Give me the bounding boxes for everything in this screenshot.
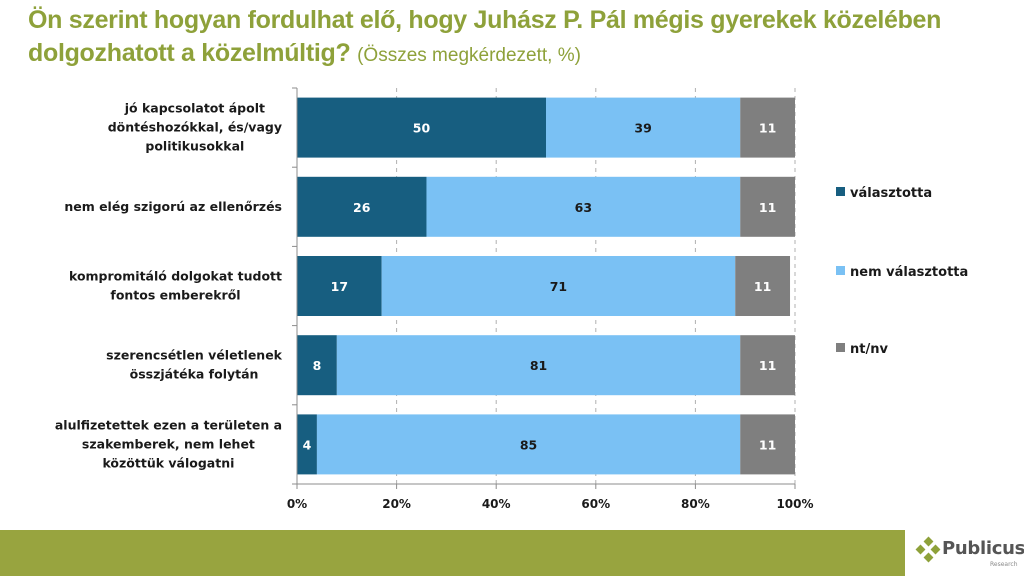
- stacked-bar-chart: 50 39 11 26 63 11 17 71 11 8 81 11 4 85 11 jó kapcsola…: [55, 87, 968, 511]
- category-label: szerencsétlen véletlenek összjátéka folyt…: [106, 348, 283, 382]
- x-tick-label: 80%: [681, 497, 710, 511]
- category-label: kompromitáló dolgokat tudott fontos ember…: [69, 269, 282, 303]
- category-label-line: szakemberek, nem lehet: [82, 436, 255, 451]
- legend-swatch: [836, 343, 845, 352]
- category-label-line: döntéshozókkal, és/vagy: [108, 120, 282, 135]
- legend: választotta nem választotta nt/nv: [836, 186, 968, 357]
- category-labels: jó kapcsolatot ápolt döntéshozókkal, és/v…: [55, 101, 283, 471]
- data-label: 71: [550, 279, 567, 294]
- data-label: 50: [413, 121, 431, 136]
- category-label-line: nem elég szigorú az ellenőrzés: [64, 199, 282, 214]
- logo-diamond-icon: [915, 536, 941, 563]
- bar-segment-nt-nv: [740, 335, 795, 396]
- category-label-line: politikusokkal: [145, 139, 244, 154]
- bar-segment-nt-nv: [735, 256, 791, 316]
- data-label: 4: [303, 437, 312, 452]
- category-label-line: alulfizetettek ezen a területen a: [55, 417, 282, 432]
- bar-segment-nem-v-lasztotta: [426, 176, 741, 237]
- bar-segment-v-lasztotta: [297, 256, 382, 316]
- x-tick-label: 20%: [382, 497, 411, 511]
- category-label: alulfizetettek ezen a területen a szakemb…: [55, 417, 282, 470]
- data-label: 11: [759, 358, 776, 373]
- bar-segment-v-lasztotta: [297, 414, 317, 475]
- bars: 50 39 11 26 63 11 17 71 11 8 81 11 4 85 11: [297, 97, 795, 475]
- data-label: 11: [759, 200, 776, 215]
- bar-segment-nt-nv: [740, 176, 795, 237]
- legend-swatch: [836, 187, 845, 196]
- publicus-logo: [915, 536, 941, 563]
- bar-segment-v-lasztotta: [297, 335, 337, 396]
- bar-segment-nem-v-lasztotta: [546, 97, 741, 158]
- data-label: 63: [575, 200, 592, 215]
- data-label: 11: [759, 121, 776, 136]
- bar-segment-nt-nv: [740, 414, 795, 475]
- x-tick-label: 40%: [482, 497, 511, 511]
- axes: [292, 87, 796, 489]
- category-label-line: közöttük válogatni: [102, 455, 234, 470]
- category-label: jó kapcsolatot ápolt döntéshozókkal, és/v…: [108, 101, 282, 154]
- category-label-line: szerencsétlen véletlenek: [106, 348, 283, 363]
- legend-label: választotta: [850, 186, 932, 201]
- logo-text: Publicus: [942, 538, 1024, 559]
- x-tick-label: 60%: [581, 497, 610, 511]
- data-label: 11: [754, 279, 771, 294]
- category-label-line: fontos emberekről: [110, 288, 240, 303]
- bar-segment-nem-v-lasztotta: [316, 414, 741, 475]
- legend-label: nt/nv: [850, 342, 888, 357]
- title-main: Ön szerint hogyan fordulhat elő, hogy Ju…: [28, 6, 942, 67]
- category-label-line: kompromitáló dolgokat tudott: [69, 269, 282, 284]
- category-label-line: jó kapcsolatot ápolt: [124, 101, 265, 116]
- x-tick-labels: 0% 20% 40% 60% 80% 100%: [287, 497, 814, 511]
- bar-segment-v-lasztotta: [297, 97, 546, 158]
- data-label: 26: [353, 200, 371, 215]
- bar-segment-nt-nv: [740, 97, 795, 158]
- chart-title: Ön szerint hogyan fordulhat elő, hogy Ju…: [28, 4, 1008, 72]
- data-label: 8: [313, 358, 322, 373]
- footer-band: [0, 530, 905, 576]
- legend-label: nem választotta: [850, 265, 968, 280]
- bar-segment-v-lasztotta: [297, 176, 427, 237]
- title-subtitle: (Összes megkérdezett, %): [357, 45, 581, 66]
- logo-subtext: Research: [990, 561, 1018, 568]
- x-tick-label: 0%: [287, 497, 307, 511]
- bar-segment-nem-v-lasztotta: [381, 256, 736, 316]
- data-label: 17: [331, 279, 348, 294]
- data-label: 11: [759, 437, 776, 452]
- x-tick-label: 100%: [776, 497, 813, 511]
- category-label: nem elég szigorú az ellenőrzés: [64, 199, 282, 214]
- category-label-line: összjátéka folytán: [130, 367, 259, 382]
- bar-segment-nem-v-lasztotta: [336, 335, 741, 396]
- legend-swatch: [836, 266, 845, 275]
- data-label: 39: [634, 121, 651, 136]
- data-label: 81: [530, 358, 547, 373]
- data-label: 85: [520, 437, 537, 452]
